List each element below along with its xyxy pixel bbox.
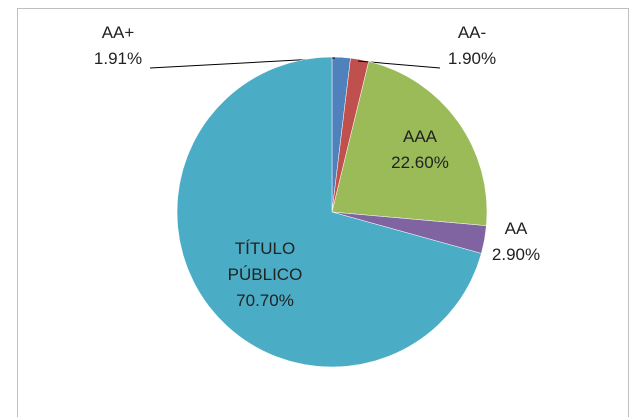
- value-label: 22.60%: [391, 153, 449, 172]
- category-label: AA-: [457, 23, 487, 42]
- value-label: 70.70%: [236, 291, 294, 310]
- category-label: AA+: [101, 23, 135, 42]
- category-label: AAA: [402, 127, 438, 146]
- slice-label: AAA 22.60%: [370, 124, 470, 176]
- chart-frame: [17, 8, 629, 417]
- pie-slice: [331, 61, 488, 226]
- slice-label: AA 2.90%: [476, 216, 556, 268]
- value-label: 1.91%: [93, 49, 143, 68]
- slice-label: AA- 1.90%: [432, 20, 512, 72]
- slice-label: AA+ 1.91%: [78, 20, 158, 72]
- category-label: TÍTULO PÚBLICO: [227, 239, 303, 284]
- value-label: 1.90%: [447, 49, 497, 68]
- pie-slice: [176, 56, 482, 368]
- category-label: AA: [504, 219, 528, 238]
- slice-label: TÍTULO PÚBLICO 70.70%: [210, 236, 320, 314]
- value-label: 2.90%: [491, 245, 541, 264]
